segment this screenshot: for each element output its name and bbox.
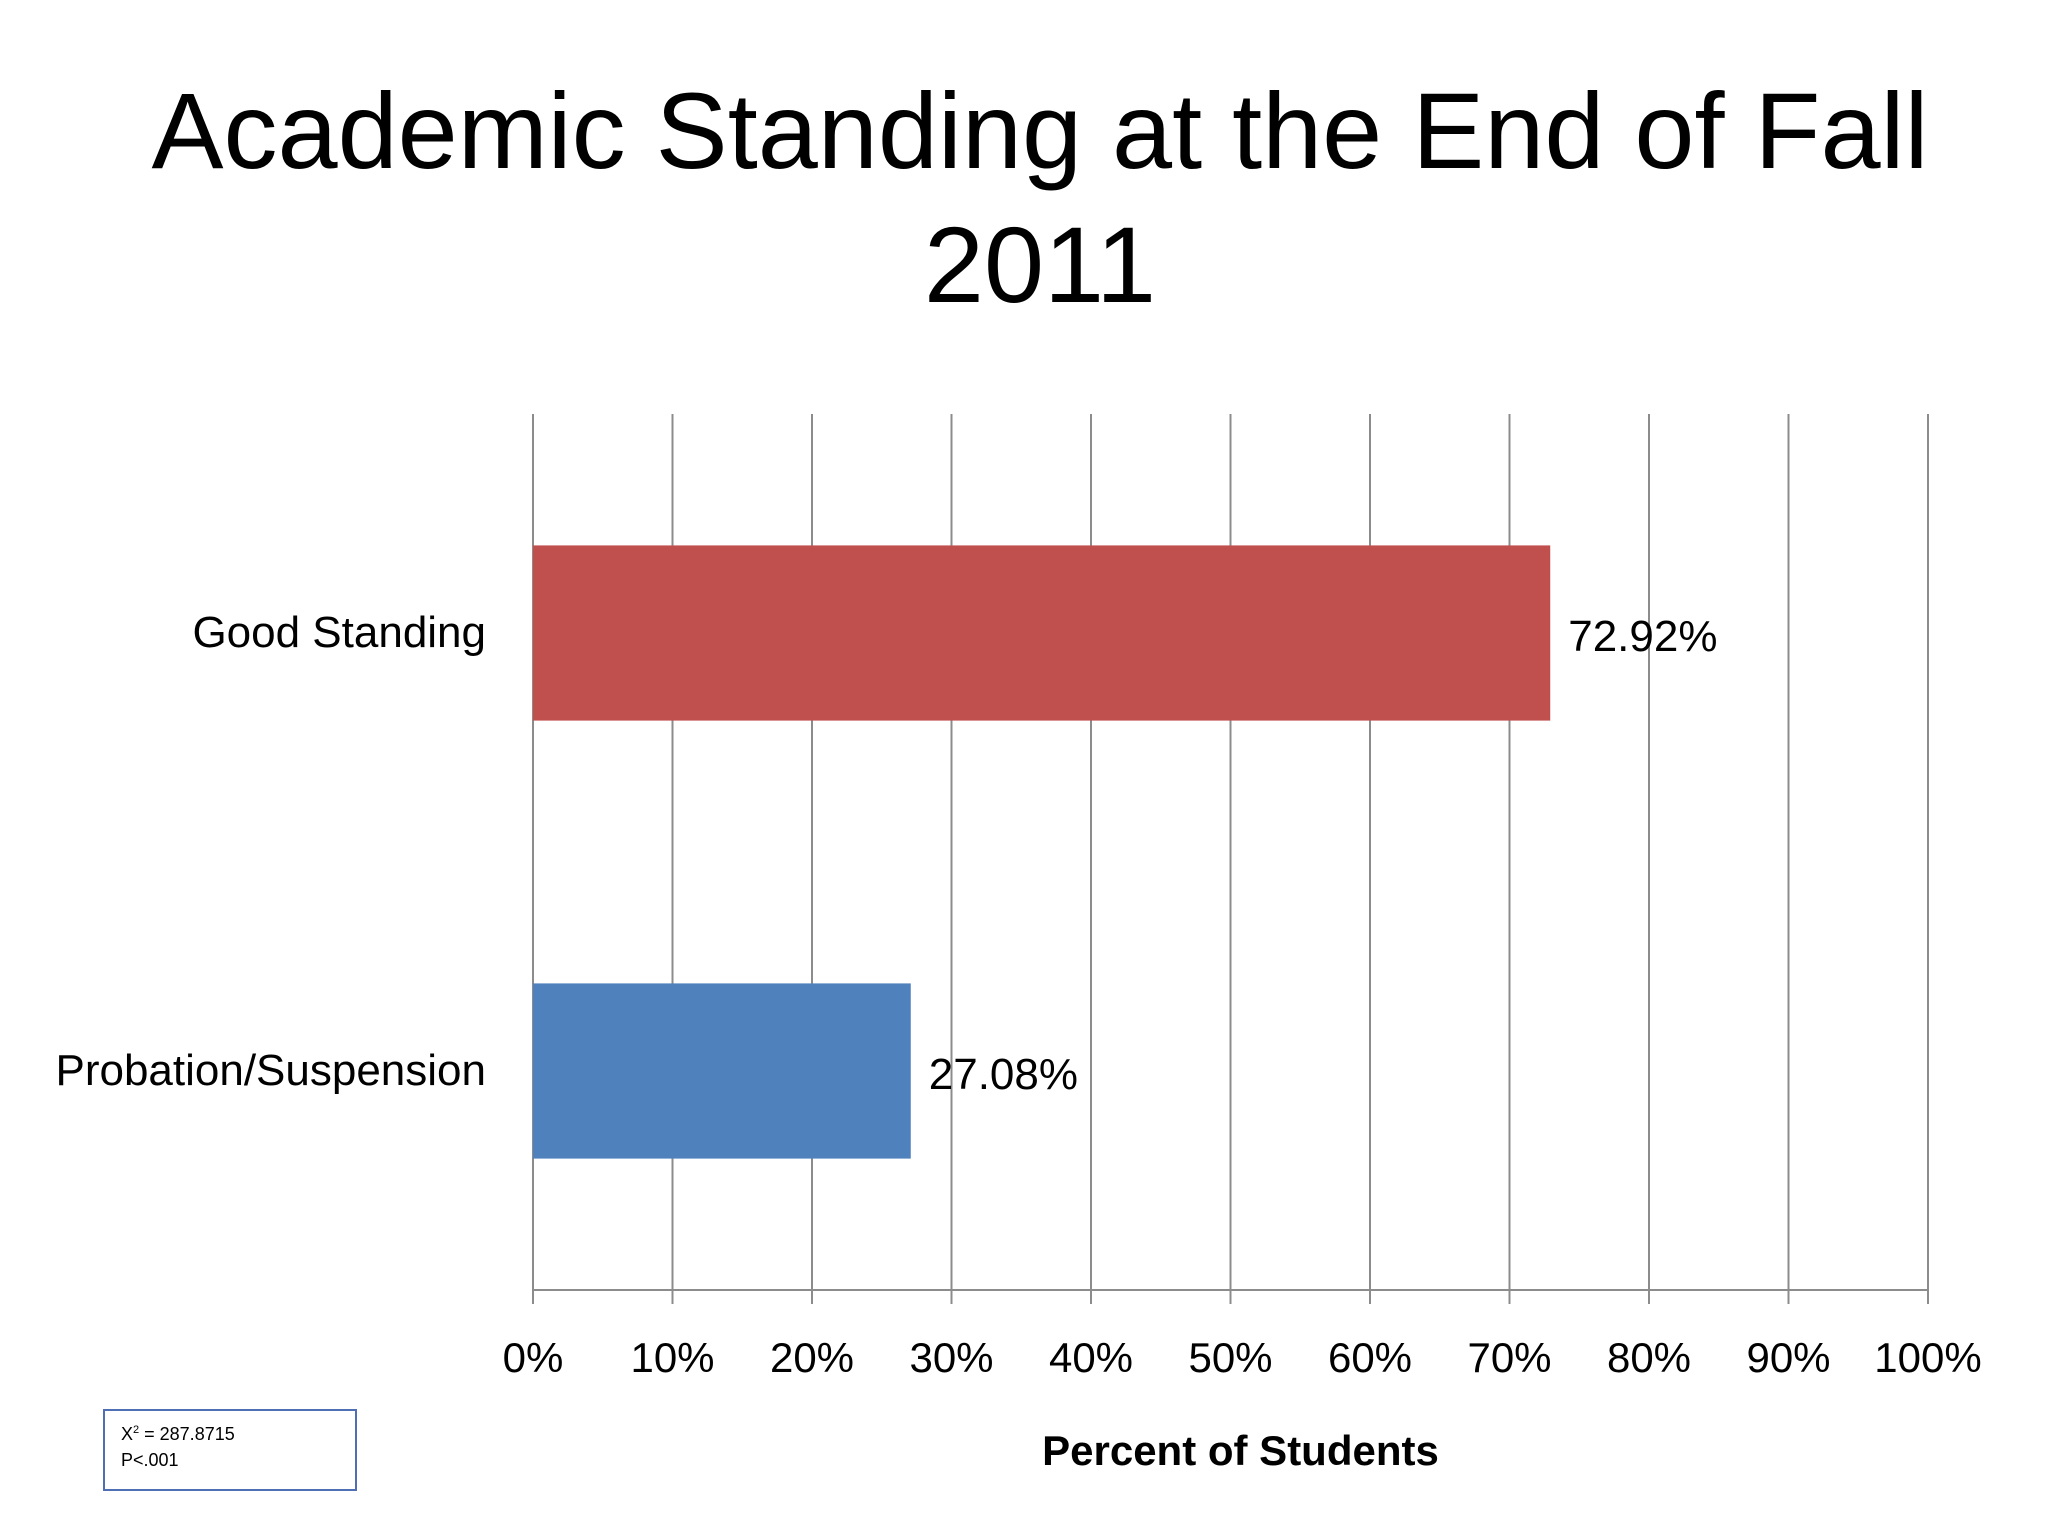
data-label: 27.08% — [929, 1050, 1078, 1099]
x-axis: 0% 10% 20% 30% 40% 50% 60% 70% 80% 90% 100% — [503, 1289, 1982, 1381]
x-tick-label: 30% — [909, 1334, 993, 1381]
chart-title: Academic Standing at the End of Fall 201… — [151, 70, 1929, 325]
x-tick-label: 10% — [630, 1334, 714, 1381]
x-tick-label: 80% — [1607, 1334, 1691, 1381]
x-tick-label: 40% — [1049, 1334, 1133, 1381]
x-tick-label: 0% — [503, 1334, 564, 1381]
x-tick-label: 100% — [1874, 1334, 1981, 1381]
statistics-box: X2 = 287.8715 P<.001 — [103, 1409, 357, 1491]
bars — [533, 545, 1551, 1159]
category-label: Good Standing — [192, 608, 486, 657]
p-value: P<.001 — [121, 1450, 179, 1470]
bar-good-standing — [533, 545, 1551, 721]
chi-square-exponent: 2 — [133, 1424, 140, 1436]
x-tick-label: 70% — [1467, 1334, 1551, 1381]
x-axis-title: Percent of Students — [1042, 1427, 1439, 1474]
bar-probation-suspension — [533, 983, 911, 1159]
chi-square-symbol: X — [121, 1424, 134, 1444]
category-label: Probation/Suspension — [55, 1046, 486, 1095]
chi-square-value: = 287.8715 — [139, 1424, 235, 1444]
chi-square-line: X2 = 287.8715 — [121, 1421, 339, 1447]
x-tick-label: 90% — [1746, 1334, 1830, 1381]
x-tick-label: 50% — [1188, 1334, 1272, 1381]
x-tick-label: 20% — [770, 1334, 854, 1381]
data-label: 72.92% — [1568, 612, 1717, 661]
x-tick-label: 60% — [1328, 1334, 1412, 1381]
labels: Percent of Students Good Standing 72.92% Pr… — [55, 608, 1717, 1474]
